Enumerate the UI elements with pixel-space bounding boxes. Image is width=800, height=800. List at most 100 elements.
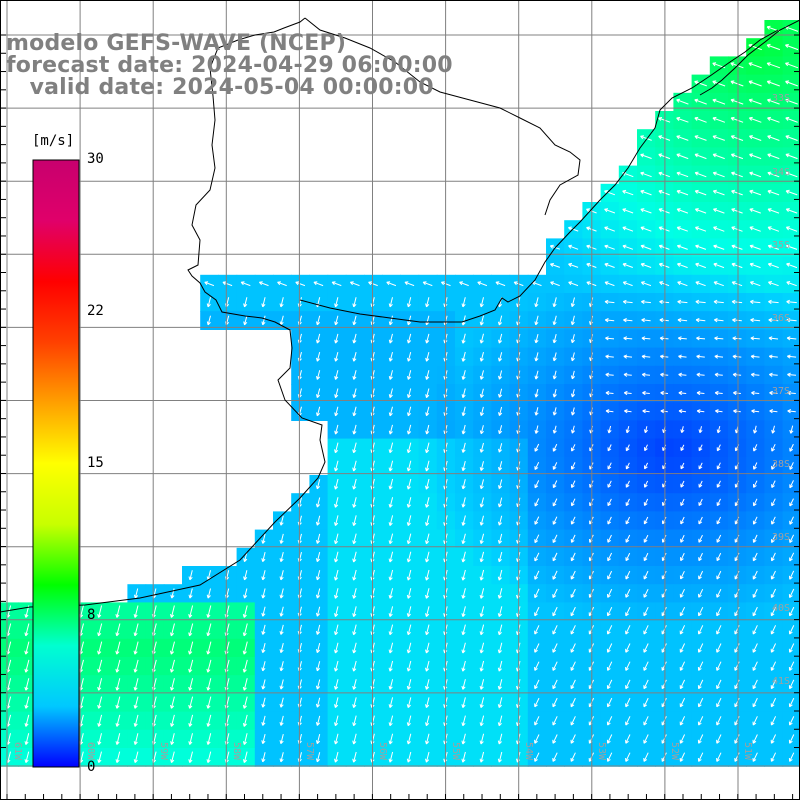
wind-arrow <box>534 625 540 635</box>
wind-arrow <box>749 153 762 160</box>
wind-arrow <box>550 281 560 287</box>
wind-arrow <box>658 153 671 160</box>
wind-arrow <box>658 135 671 141</box>
wind-arrow <box>785 98 798 105</box>
wind-arrow <box>206 659 212 673</box>
wind-arrow <box>479 461 484 471</box>
wind-arrow <box>133 659 139 673</box>
wind-arrow <box>388 497 394 508</box>
wind-arrow <box>623 336 633 341</box>
wind-arrow <box>425 460 430 472</box>
wind-arrow <box>97 678 103 691</box>
wind-arrow <box>243 315 248 326</box>
wind-arrow <box>497 515 503 526</box>
wind-arrow <box>785 189 798 196</box>
wind-arrow <box>771 462 776 470</box>
wind-arrow <box>534 606 540 617</box>
wind-arrow <box>352 315 357 326</box>
wind-arrow <box>731 244 743 250</box>
wind-arrow <box>570 588 576 598</box>
wind-arrow <box>767 189 780 196</box>
wind-arrow <box>352 497 357 508</box>
wind-arrow <box>24 733 30 745</box>
wind-arrow <box>716 498 721 507</box>
wind-arrow <box>479 606 485 617</box>
wind-arrow <box>461 588 466 599</box>
wind-arrow <box>461 406 466 417</box>
wind-arrow <box>731 226 743 232</box>
wind-arrow <box>479 551 485 563</box>
wind-arrow <box>315 642 321 654</box>
wind-arrow <box>771 425 776 434</box>
wind-arrow <box>788 697 795 708</box>
wind-arrow <box>625 734 631 744</box>
wind-arrow <box>315 479 321 490</box>
wind-arrow <box>604 208 616 214</box>
wind-arrow <box>712 171 725 178</box>
colorbar-tick-30: 30 <box>87 151 104 167</box>
wind-arrow <box>770 734 777 744</box>
wind-arrow <box>334 588 339 599</box>
wind-arrow <box>678 354 687 359</box>
wind-arrow <box>497 497 503 508</box>
wind-arrow <box>552 462 558 470</box>
wind-arrow <box>352 569 357 581</box>
wind-arrow <box>770 643 777 653</box>
wind-arrow <box>425 351 430 362</box>
wind-arrow <box>497 642 503 654</box>
wind-arrow <box>170 733 175 745</box>
wind-arrow <box>698 534 703 543</box>
wind-arrow <box>749 189 762 196</box>
wind-arrow <box>625 462 630 470</box>
wind-arrow <box>388 460 394 472</box>
wind-arrow <box>425 697 430 708</box>
wind-arrow <box>570 370 576 380</box>
lon-label: 51W <box>742 742 753 761</box>
wind-arrow <box>788 625 795 635</box>
wind-arrow <box>552 443 558 452</box>
wind-arrow <box>552 588 558 599</box>
wind-arrow <box>770 606 777 617</box>
wind-arrow <box>352 406 357 417</box>
wind-arrow <box>606 661 613 671</box>
wind-arrow <box>534 498 540 507</box>
wind-arrow <box>206 297 211 308</box>
wind-arrow <box>534 734 540 744</box>
wind-arrow <box>334 660 339 672</box>
wind-arrow <box>607 480 612 488</box>
wind-arrow <box>552 352 557 362</box>
coastline <box>0 17 800 613</box>
wind-arrow <box>534 516 540 525</box>
wind-arrow <box>261 533 266 544</box>
wind-arrow <box>698 570 704 580</box>
wind-arrow <box>406 442 412 454</box>
wind-arrow <box>334 478 339 490</box>
wind-arrow <box>697 625 704 635</box>
lon-label: 54W <box>523 742 534 761</box>
wind-arrow <box>404 281 415 287</box>
wind-arrow <box>622 281 633 287</box>
wind-arrow <box>497 588 503 599</box>
wind-arrow <box>479 406 484 417</box>
wind-arrow <box>768 318 779 323</box>
wind-arrow <box>388 551 394 563</box>
wind-arrow <box>315 752 321 763</box>
wind-arrow <box>604 299 615 305</box>
wind-arrow <box>570 480 576 489</box>
wind-arrow <box>786 262 798 269</box>
wind-arrow <box>352 606 357 617</box>
wind-arrow <box>752 643 758 653</box>
wind-arrow <box>352 715 357 727</box>
wind-arrow <box>697 679 704 690</box>
wind-arrow <box>242 623 248 637</box>
wind-arrow <box>425 497 430 508</box>
wind-arrow <box>770 716 777 726</box>
colorbar-tick-8: 8 <box>87 607 96 623</box>
wind-arrow <box>388 333 393 344</box>
wind-arrow <box>97 605 103 618</box>
wind-arrow <box>386 281 397 287</box>
wind-arrow <box>606 734 613 744</box>
wind-arrow <box>732 354 742 359</box>
wind-arrow <box>788 661 795 671</box>
wind-arrow <box>604 281 615 287</box>
